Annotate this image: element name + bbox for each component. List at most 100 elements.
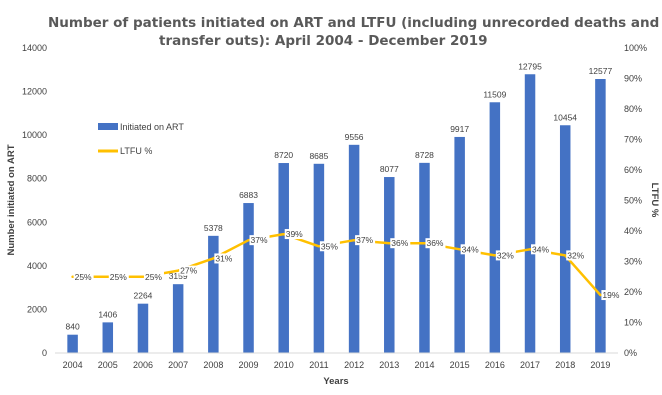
legend: Initiated on ART LTFU %: [98, 122, 184, 156]
line-data-label: 34%: [462, 244, 479, 254]
bar-data-label: 8077: [380, 164, 399, 174]
y-tick-label: 0: [42, 348, 47, 358]
bar-data-label: 8720: [274, 150, 293, 160]
y-axis-title: Number initiated on ART: [6, 144, 17, 255]
line-label-bg: [425, 238, 446, 249]
bar-data-label: 1406: [98, 309, 117, 319]
x-tick-label: 2012: [344, 360, 364, 370]
line-data-label: 25%: [110, 272, 127, 282]
left-axis-ticks: 0 2000 4000 6000 8000 10000 12000 14000: [22, 43, 47, 358]
bar-data-labels: 840 1406 2264 3159 5378 6883 8720 8685 9556 8077 8…: [66, 61, 613, 331]
y2-tick-label: 100%: [624, 43, 647, 53]
line-data-label: 36%: [391, 238, 408, 248]
x-tick-label: 2011: [309, 360, 328, 370]
line-data-label: 25%: [75, 272, 92, 282]
bar-series: [67, 74, 606, 354]
y2-tick-label: 80%: [624, 104, 642, 114]
y-tick-label: 14000: [22, 43, 47, 53]
y2-tick-label: 60%: [624, 165, 642, 175]
line-label-bg: [179, 265, 200, 276]
line-label-bg: [73, 271, 94, 282]
bar: [559, 125, 571, 354]
legend-line-label: LTFU %: [120, 146, 152, 156]
y2-tick-label: 40%: [624, 226, 642, 236]
x-tick-label: 2008: [203, 360, 223, 370]
line-data-label: 31%: [215, 253, 232, 263]
line-data-label: 19%: [602, 290, 619, 300]
bar-data-label: 9556: [345, 132, 364, 142]
bar-data-label: 12577: [589, 66, 613, 76]
bar: [595, 79, 606, 353]
bar: [67, 334, 78, 353]
bar-data-label: 10454: [553, 112, 577, 122]
y-tick-label: 2000: [27, 304, 47, 314]
x-tick-label: 2006: [133, 360, 153, 370]
bar-data-label: 5378: [204, 223, 223, 233]
bar: [208, 235, 219, 353]
y-tick-label: 4000: [27, 261, 47, 271]
y2-tick-label: 0%: [624, 348, 637, 358]
line-label-bg: [284, 229, 305, 240]
bar: [419, 162, 430, 353]
x-tick-label: 2009: [239, 360, 259, 370]
bar: [172, 284, 184, 353]
line-label-bg: [566, 250, 587, 261]
bar-data-label: 11509: [483, 89, 506, 99]
bar-data-label: 12795: [518, 61, 542, 71]
bar: [524, 74, 536, 354]
legend-bar-swatch: [98, 123, 118, 130]
y-tick-label: 6000: [27, 217, 47, 227]
line-label-bg: [143, 271, 164, 282]
x-tick-label: 2005: [98, 360, 118, 370]
line-label-bg: [214, 253, 235, 264]
x-tick-label: 2014: [414, 360, 434, 370]
x-tick-label: 2007: [168, 360, 188, 370]
bar-data-label: 9917: [450, 124, 469, 134]
x-tick-label: 2010: [274, 360, 294, 370]
y2-tick-label: 30%: [624, 257, 642, 267]
bar: [313, 163, 325, 353]
bar: [384, 177, 395, 353]
line-label-bg: [495, 250, 516, 261]
line-data-label: 35%: [321, 241, 338, 251]
x-axis-title: Years: [323, 376, 348, 387]
x-tick-label: 2016: [485, 360, 505, 370]
line-label-bg: [249, 235, 270, 246]
y2-tick-label: 10%: [624, 318, 642, 328]
bar-data-label: 8685: [309, 151, 328, 161]
chart-title-line-1: Number of patients initiated on ART and …: [48, 15, 659, 31]
line-data-label: 37%: [356, 235, 373, 245]
line-label-bg: [319, 241, 340, 252]
x-tick-label: 2018: [555, 360, 575, 370]
line-label-bg: [108, 271, 129, 282]
line-label-bg: [460, 244, 481, 255]
x-tick-label: 2004: [63, 360, 83, 370]
bar-data-label: 6883: [239, 190, 258, 200]
x-tick-label: 2013: [379, 360, 399, 370]
line-label-bg: [601, 290, 622, 301]
line-label-bg: [390, 238, 411, 249]
chart-title-line-2: transfer outs): April 2004 - December 20…: [159, 33, 488, 49]
line-data-label: 34%: [532, 244, 549, 254]
bar: [454, 136, 465, 353]
line-data-label: 37%: [251, 235, 268, 245]
line-data-label: 36%: [426, 238, 443, 248]
line-label-bg: [355, 235, 376, 246]
y2-tick-label: 20%: [624, 287, 642, 297]
y2-tick-label: 50%: [624, 196, 642, 206]
bar: [137, 303, 149, 353]
x-axis-ticks: 2004 2005 2006 2007 2008 2009 2010 2011 2012 2013…: [63, 360, 611, 370]
line-data-label: 32%: [497, 250, 514, 260]
bar: [102, 322, 114, 353]
bar: [489, 102, 501, 353]
line-label-bg: [531, 244, 552, 255]
x-tick-label: 2017: [520, 360, 540, 370]
y-tick-label: 10000: [22, 130, 47, 140]
right-axis-ticks: 0% 10% 20% 30% 40% 50% 60% 70% 80% 90% 100%: [624, 43, 647, 358]
bar-data-label: 8728: [415, 150, 434, 160]
y2-axis-title: LTFU %: [649, 183, 660, 218]
y2-tick-label: 70%: [624, 135, 642, 145]
y-tick-label: 8000: [27, 174, 47, 184]
